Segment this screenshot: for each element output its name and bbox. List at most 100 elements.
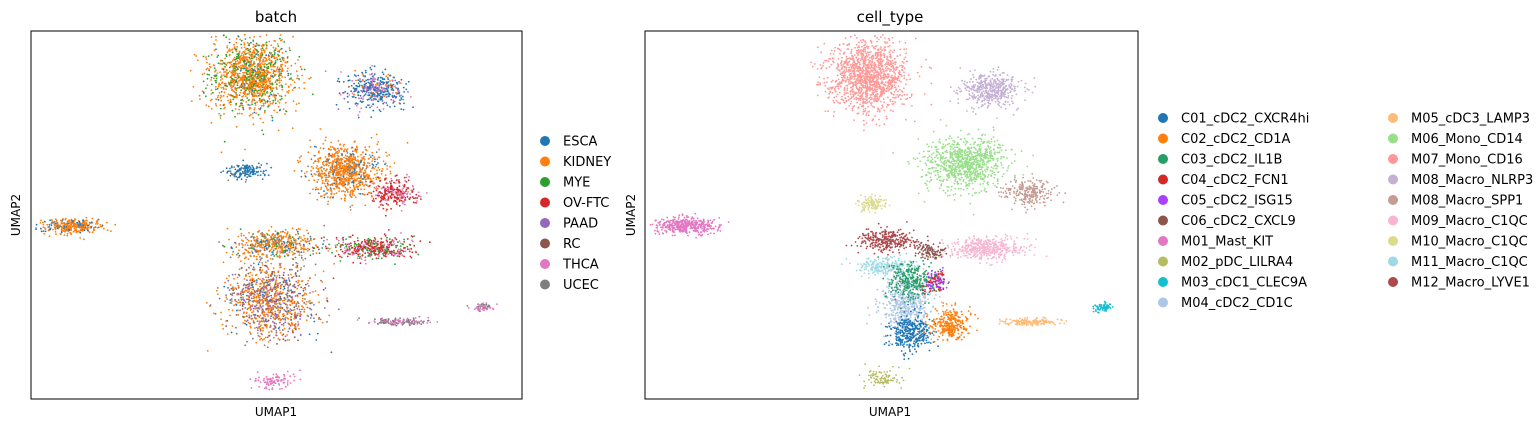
data-point [291,89,294,91]
data-point [320,188,322,191]
data-point [106,229,109,232]
data-point [320,186,323,189]
data-point [215,77,218,80]
data-point [293,81,296,84]
data-point [346,248,348,251]
data-point [284,231,286,234]
data-point [277,247,280,249]
data-point [401,243,404,246]
data-point [235,326,237,329]
data-point [233,277,235,280]
data-point [239,260,242,263]
data-point [263,76,266,78]
data-point [40,230,43,233]
data-point [289,245,292,248]
data-point [323,224,326,227]
data-point [293,252,295,255]
data-point [352,174,355,177]
data-point [372,77,374,80]
data-point [271,54,274,56]
data-point [248,73,251,75]
data-point [216,293,219,296]
data-point [329,168,332,171]
data-point [355,165,357,168]
data-point [303,82,305,84]
data-point [380,197,383,200]
data-point [363,176,366,179]
data-point [323,194,326,197]
data-point [378,109,381,111]
data-point [319,174,322,177]
data-point [205,58,208,60]
data-point [359,100,362,103]
data-point [403,91,405,93]
data-point [239,91,242,94]
data-point [297,227,300,230]
data-point [258,97,261,100]
data-point [248,79,251,81]
data-point [285,110,288,113]
data-point [298,156,301,159]
data-point [217,54,220,57]
data-point [224,66,227,68]
data-point [298,283,301,286]
data-point [303,302,306,304]
data-point [235,41,238,44]
data-point [380,187,383,190]
data-point [254,55,256,57]
data-point [326,168,328,171]
data-point [313,173,316,175]
data-point [330,141,332,144]
data-point [279,108,281,111]
data-point [255,297,258,299]
data-point [265,318,267,321]
data-point [370,68,373,71]
data-point [390,252,392,255]
data-point [312,167,315,170]
data-point [260,324,262,327]
data-point [344,159,346,162]
data-point [340,256,343,259]
data-point [357,82,360,85]
data-point [254,240,256,242]
data-point [366,243,369,246]
data-point [400,232,402,234]
data-point [302,259,304,261]
data-point [82,219,84,222]
data-point [247,247,250,250]
data-point [322,147,325,150]
data-point [277,75,280,77]
data-point [328,247,331,250]
data-point [228,53,231,56]
data-point [345,238,347,241]
data-point [66,229,69,232]
point-cluster [312,229,431,266]
data-point [362,251,365,253]
data-point [254,243,257,246]
data-point [400,252,403,255]
data-point [326,160,328,163]
data-point [425,192,428,194]
data-point [249,113,252,116]
data-point [335,250,338,252]
data-point [362,95,365,98]
data-point [259,269,262,272]
data-point [278,49,281,52]
data-point [91,231,94,234]
data-point [326,297,328,299]
data-point [413,244,416,247]
data-point [236,46,239,48]
data-point [356,155,359,158]
data-point [274,230,277,233]
data-point [272,94,274,97]
data-point [258,107,260,110]
data-point [349,157,352,160]
data-point [393,199,396,202]
data-point [253,245,256,248]
data-point [386,165,388,167]
data-point [285,83,287,85]
data-point [370,192,373,195]
data-point [257,74,259,76]
data-point [226,333,229,335]
data-point [358,243,360,246]
